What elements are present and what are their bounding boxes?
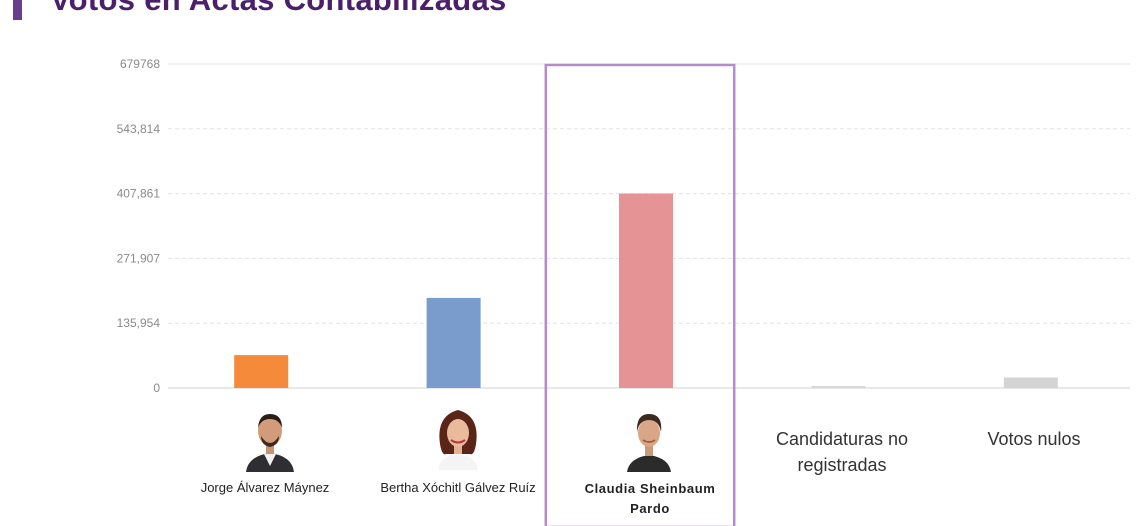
bar-2 (426, 297, 481, 388)
y-tick-label: 135,954 (117, 316, 161, 330)
avatar-galvez-icon (438, 410, 478, 470)
label-alvarez: Jorge Álvarez Máynez (200, 480, 330, 495)
y-tick-label: 543,814 (117, 122, 161, 136)
avatar-alvarez-icon (246, 414, 294, 472)
label-galvez: Bertha Xóchitl Gálvez Ruíz (380, 480, 536, 495)
chart-title: Votos en Actas Contabilizadas (50, 0, 507, 18)
y-tick-label: 271,907 (117, 251, 161, 265)
bar-4 (811, 386, 866, 388)
highlight-frame (544, 63, 736, 526)
label-no-registradas: Candidaturas no registradas (775, 429, 909, 475)
bar-3 (619, 193, 673, 388)
label-sheinbaum: Claudia Sheinbaum Pardo (584, 481, 716, 516)
avatar-sheinbaum-icon (627, 414, 671, 472)
y-tick-label: 407,861 (117, 187, 161, 201)
label-votos-nulos: Votos nulos (987, 429, 1081, 449)
bar-5 (1003, 377, 1058, 388)
y-tick-label: 679768 (120, 57, 160, 71)
title-accent-bar (13, 0, 22, 20)
bar-1 (234, 355, 289, 388)
y-tick-label: 0 (153, 381, 160, 395)
